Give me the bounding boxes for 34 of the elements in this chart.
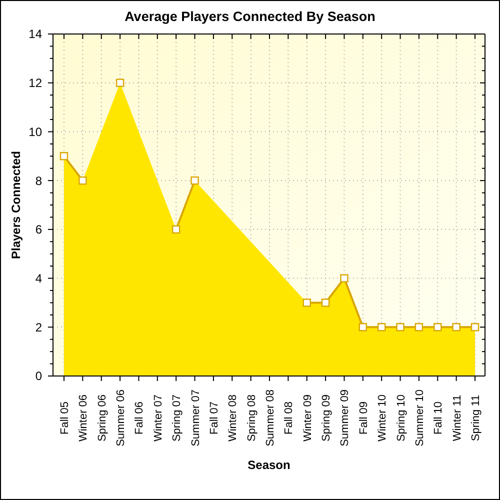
x-tick-label: Winter 07 (152, 394, 164, 442)
x-tick-label: Fall 08 (283, 401, 296, 435)
x-tick-label: Summer 10 (414, 390, 426, 446)
x-tick-label: Fall 09 (358, 401, 370, 435)
x-tick-label: Fall 05 (59, 401, 71, 435)
y-tick-label: 2 (35, 320, 42, 334)
x-tick-label: Spring 07 (171, 394, 184, 442)
y-tick-label: 8 (35, 174, 42, 188)
x-tick-label: Summer 08 (264, 390, 276, 446)
x-tick-label: Spring 10 (395, 394, 408, 442)
y-tick-label: 6 (35, 222, 42, 237)
x-tick-label: Spring 08 (246, 394, 258, 442)
x-tick-label: Spring 09 (320, 394, 333, 442)
x-tick-label: Winter 09 (302, 394, 314, 442)
x-tick-label: Winter 11 (451, 394, 464, 442)
y-tick-label: 14 (28, 27, 42, 42)
x-tick-label: Winter 10 (376, 394, 389, 442)
x-tick-label: Winter 08 (227, 394, 240, 442)
x-tick-label: Winter 06 (78, 394, 90, 442)
x-axis-title: Season (246, 457, 292, 473)
y-axis-title: Players Connected (8, 150, 24, 260)
chart-title: Average Players Connected By Season (124, 8, 376, 26)
x-tick-label: Summer 06 (115, 390, 128, 446)
y-tick-label: 4 (35, 271, 42, 286)
x-tick-label: Fall 10 (432, 401, 445, 435)
x-tick-label: Fall 06 (134, 401, 146, 435)
x-tick-label: Summer 07 (190, 390, 202, 446)
x-tick-label: Spring 11 (470, 394, 482, 442)
y-tick-label: 10 (28, 124, 42, 139)
x-tick-label: Spring 06 (96, 394, 108, 442)
y-tick-label: 12 (28, 76, 42, 90)
x-tick-label: Fall 07 (208, 401, 220, 435)
y-tick-label: 0 (35, 369, 42, 384)
x-tick-label: Summer 09 (339, 390, 352, 446)
